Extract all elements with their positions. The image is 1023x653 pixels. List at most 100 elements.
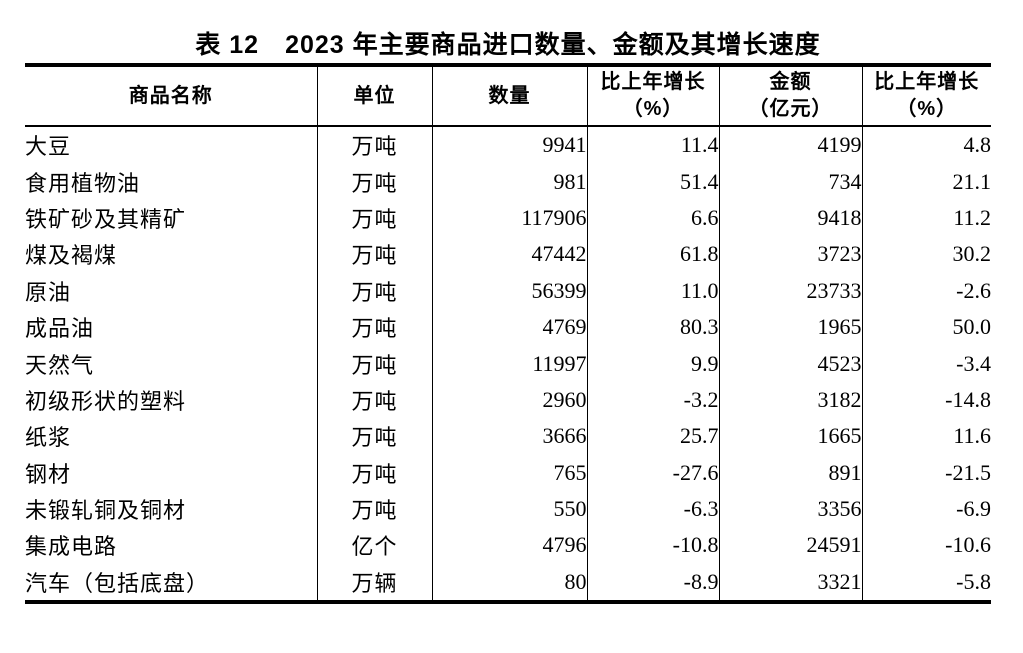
- table-row: 成品油 万吨 4769 80.3 1965 50.0: [25, 308, 991, 346]
- cell-quantity-growth: -3.2: [586, 381, 719, 419]
- table-row: 集成电路 亿个 4796 -10.8 24591 -10.6: [25, 527, 991, 564]
- cell-amount: 9418: [718, 199, 862, 237]
- cell-commodity-name: 未锻轧铜及铜材: [25, 498, 187, 524]
- table-header: 商品名称 单位 数量 比上年增长 （%） 金额 （亿元） 比上年增长: [25, 65, 991, 127]
- cell-commodity-name: 原油: [25, 279, 72, 305]
- table-row: 铁矿砂及其精矿 万吨 117906 6.6 9418 11.2: [25, 199, 991, 237]
- table-title: 表 12 2023 年主要商品进口数量、金额及其增长速度: [195, 31, 821, 59]
- header-row: 商品名称 单位 数量 比上年增长 （%） 金额 （亿元） 比上年增长: [25, 65, 991, 127]
- cell-commodity-name: 大豆: [25, 134, 72, 160]
- cell-commodity-name: 成品油: [25, 316, 95, 342]
- cell-quantity: 4796: [431, 527, 587, 564]
- cell-unit: 万吨: [316, 272, 432, 309]
- cell-unit: 万辆: [316, 563, 432, 603]
- cell-amount-growth: -10.6: [861, 527, 991, 564]
- header-sublabel: （%）: [622, 98, 684, 120]
- cell-unit: 万吨: [316, 418, 432, 455]
- cell-unit: 万吨: [316, 126, 432, 164]
- cell-quantity-growth: 25.7: [586, 418, 719, 455]
- cell-amount: 4523: [718, 345, 862, 382]
- cell-quantity: 11997: [431, 345, 587, 382]
- table-row: 钢材 万吨 765 -27.6 891 -21.5: [25, 454, 991, 491]
- table-row: 初级形状的塑料 万吨 2960 -3.2 3182 -14.8: [25, 381, 991, 419]
- cell-unit: 万吨: [316, 454, 432, 491]
- cell-commodity-name: 初级形状的塑料: [25, 388, 187, 414]
- cell-amount: 1665: [718, 418, 862, 455]
- header-sublabel: （%）: [896, 98, 958, 120]
- cell-quantity: 2960: [431, 381, 587, 419]
- cell-quantity-growth: 80.3: [586, 308, 719, 346]
- cell-unit: 万吨: [316, 163, 432, 200]
- cell-quantity: 47442: [431, 236, 587, 273]
- cell-unit: 亿个: [316, 527, 432, 564]
- cell-quantity: 9941: [431, 126, 587, 164]
- cell-amount: 891: [718, 454, 862, 491]
- table-body: 大豆 万吨 9941 11.4 4199 4.8 食用植物油 万吨 981 51…: [25, 126, 991, 603]
- cell-amount: 3182: [718, 381, 862, 419]
- header-amount-growth: 比上年增长 （%）: [861, 65, 991, 127]
- header-amount: 金额 （亿元）: [718, 65, 862, 127]
- header-sublabel: （亿元）: [748, 98, 833, 120]
- cell-quantity-growth: 6.6: [586, 199, 719, 237]
- cell-amount: 3356: [718, 490, 862, 528]
- cell-quantity-growth: -6.3: [586, 490, 719, 528]
- header-label: 单位: [353, 84, 396, 107]
- cell-amount-growth: -3.4: [861, 345, 991, 382]
- cell-amount-growth: -14.8: [861, 381, 991, 419]
- cell-quantity-growth: -27.6: [586, 454, 719, 491]
- header-commodity-name: 商品名称: [25, 65, 317, 127]
- import-commodities-table: 商品名称 单位 数量 比上年增长 （%） 金额 （亿元） 比上年增长: [25, 63, 991, 605]
- cell-commodity-name: 集成电路: [25, 534, 118, 560]
- cell-commodity-name: 纸浆: [25, 425, 72, 451]
- cell-amount-growth: 11.6: [861, 418, 991, 455]
- cell-quantity: 765: [431, 454, 587, 491]
- cell-unit: 万吨: [316, 236, 432, 273]
- cell-amount-growth: -2.6: [861, 272, 991, 309]
- table-row: 煤及褐煤 万吨 47442 61.8 3723 30.2: [25, 236, 991, 273]
- cell-unit: 万吨: [316, 381, 432, 419]
- table-row: 大豆 万吨 9941 11.4 4199 4.8: [25, 126, 991, 164]
- header-quantity: 数量: [431, 65, 587, 127]
- cell-amount-growth: 11.2: [861, 199, 991, 237]
- cell-quantity-growth: 11.0: [586, 272, 719, 309]
- cell-unit: 万吨: [316, 199, 432, 237]
- cell-amount-growth: -21.5: [861, 454, 991, 491]
- header-label: 金额: [769, 71, 812, 93]
- table-row: 纸浆 万吨 3666 25.7 1665 11.6: [25, 418, 991, 455]
- cell-quantity-growth: 9.9: [586, 345, 719, 382]
- header-label: 商品名称: [128, 84, 213, 107]
- cell-amount-growth: 21.1: [861, 163, 991, 200]
- cell-quantity: 3666: [431, 418, 587, 455]
- cell-quantity: 80: [431, 563, 587, 603]
- table-row: 原油 万吨 56399 11.0 23733 -2.6: [25, 272, 991, 309]
- header-label: 数量: [488, 84, 531, 107]
- cell-unit: 万吨: [316, 308, 432, 346]
- cell-unit: 万吨: [316, 345, 432, 382]
- cell-commodity-name: 汽车（包括底盘）: [25, 570, 210, 596]
- cell-commodity-name: 食用植物油: [25, 170, 141, 196]
- header-label: 比上年增长: [874, 71, 980, 93]
- cell-amount: 3321: [718, 563, 862, 603]
- cell-amount: 24591: [718, 527, 862, 564]
- cell-amount-growth: 4.8: [861, 126, 991, 164]
- cell-quantity-growth: -8.9: [586, 563, 719, 603]
- cell-amount: 3723: [718, 236, 862, 273]
- cell-commodity-name: 天然气: [25, 352, 95, 378]
- cell-quantity: 4769: [431, 308, 587, 346]
- cell-quantity: 56399: [431, 272, 587, 309]
- cell-quantity-growth: -10.8: [586, 527, 719, 564]
- cell-commodity-name: 钢材: [25, 461, 72, 487]
- header-quantity-growth: 比上年增长 （%）: [586, 65, 719, 127]
- cell-amount-growth: 50.0: [861, 308, 991, 346]
- table-row: 汽车（包括底盘） 万辆 80 -8.9 3321 -5.8: [25, 563, 991, 603]
- table-row: 天然气 万吨 11997 9.9 4523 -3.4: [25, 345, 991, 382]
- cell-amount-growth: -5.8: [861, 563, 991, 603]
- cell-unit: 万吨: [316, 490, 432, 528]
- header-label: 比上年增长: [600, 71, 706, 93]
- header-unit: 单位: [316, 65, 432, 127]
- cell-amount: 4199: [718, 126, 862, 164]
- cell-amount: 23733: [718, 272, 862, 309]
- cell-commodity-name: 铁矿砂及其精矿: [25, 206, 187, 232]
- cell-quantity: 550: [431, 490, 587, 528]
